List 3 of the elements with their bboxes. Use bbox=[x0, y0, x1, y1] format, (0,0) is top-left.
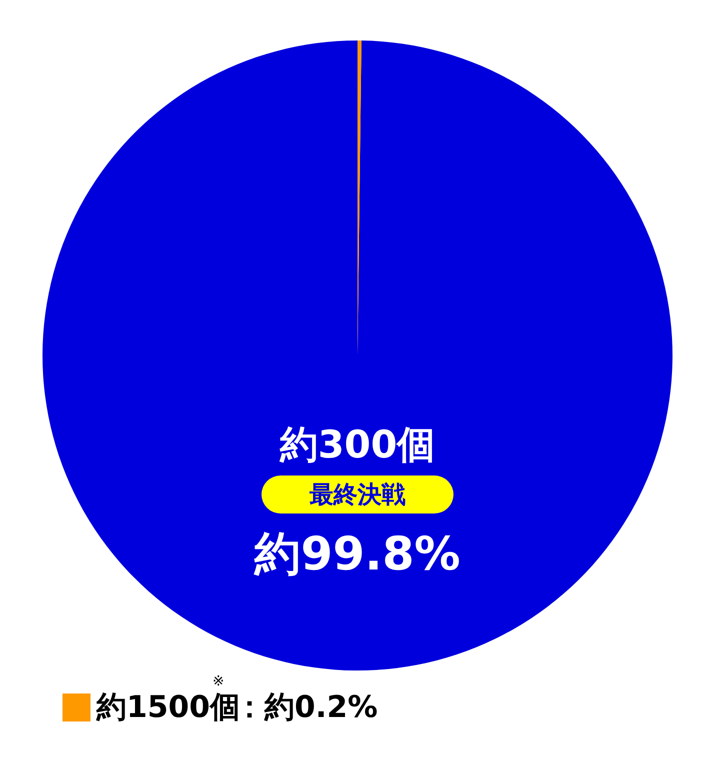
text: 最終決戦 bbox=[308, 480, 406, 508]
slice-label: 約300個 bbox=[278, 422, 436, 466]
data-label: 約99.8% bbox=[254, 526, 460, 580]
